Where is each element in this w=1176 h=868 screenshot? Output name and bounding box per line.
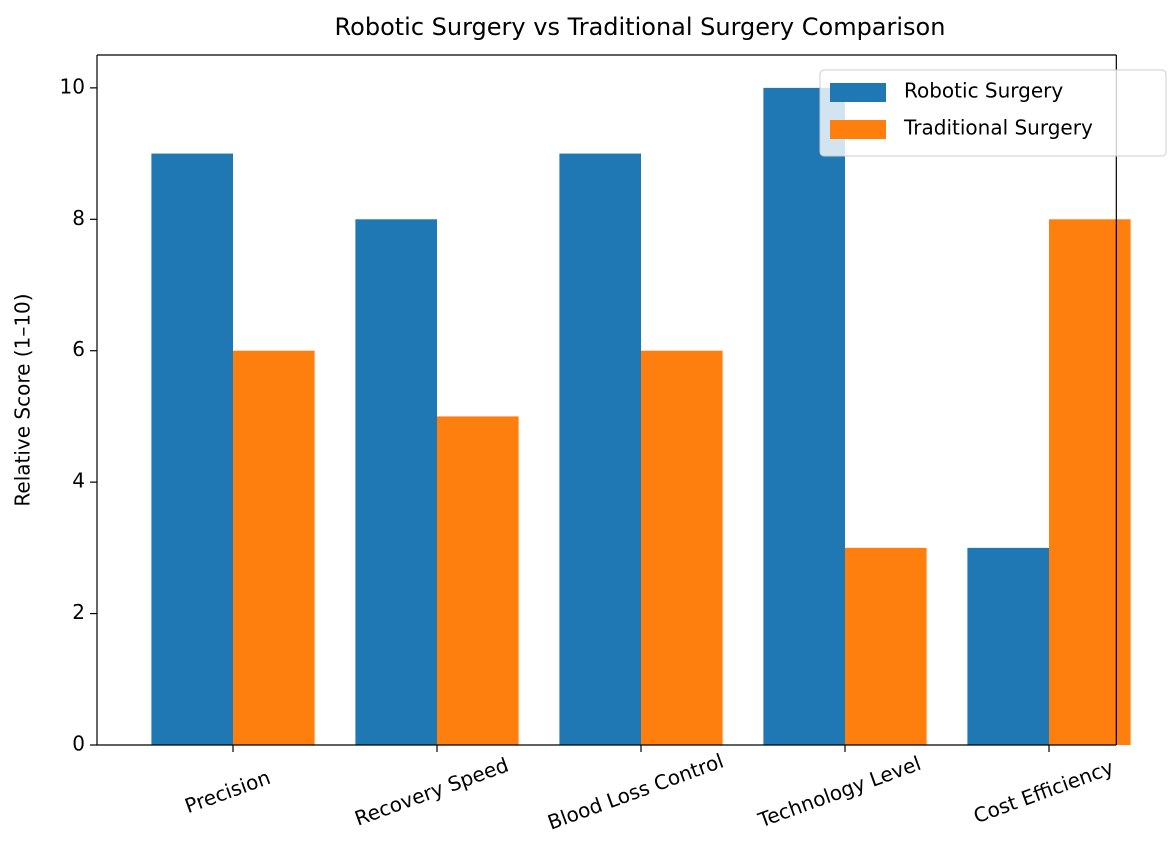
legend-swatch <box>830 120 886 139</box>
bar <box>355 219 437 746</box>
bar <box>437 416 519 745</box>
bar <box>233 350 315 745</box>
bar <box>763 87 845 746</box>
bar <box>845 547 927 745</box>
y-tick-label: 8 <box>72 206 85 230</box>
y-tick-label: 2 <box>72 600 85 624</box>
bar <box>967 547 1049 745</box>
chart-title: Robotic Surgery vs Traditional Surgery C… <box>335 13 946 41</box>
bar <box>1049 219 1131 746</box>
y-tick-label: 0 <box>72 732 85 756</box>
legend-label: Robotic Surgery <box>904 79 1063 103</box>
bar <box>151 153 233 746</box>
legend-label: Traditional Surgery <box>903 116 1093 140</box>
legend-box <box>819 69 1167 157</box>
x-tick-label: Recovery Speed <box>351 753 511 831</box>
bar <box>641 350 723 745</box>
x-tick-label: Technology Level <box>754 751 924 832</box>
bar <box>559 153 641 746</box>
y-axis-label: Relative Score (1–10) <box>11 293 35 506</box>
y-tick-label: 4 <box>72 469 85 493</box>
y-tick-label: 10 <box>60 74 85 98</box>
legend-swatch <box>830 83 886 102</box>
axes-frame <box>96 54 1117 746</box>
x-tick-label: Precision <box>181 765 273 818</box>
x-tick-label: Blood Loss Control <box>544 749 726 835</box>
y-tick-label: 6 <box>72 337 85 361</box>
x-tick-label: Cost Efficiency <box>970 755 1117 828</box>
